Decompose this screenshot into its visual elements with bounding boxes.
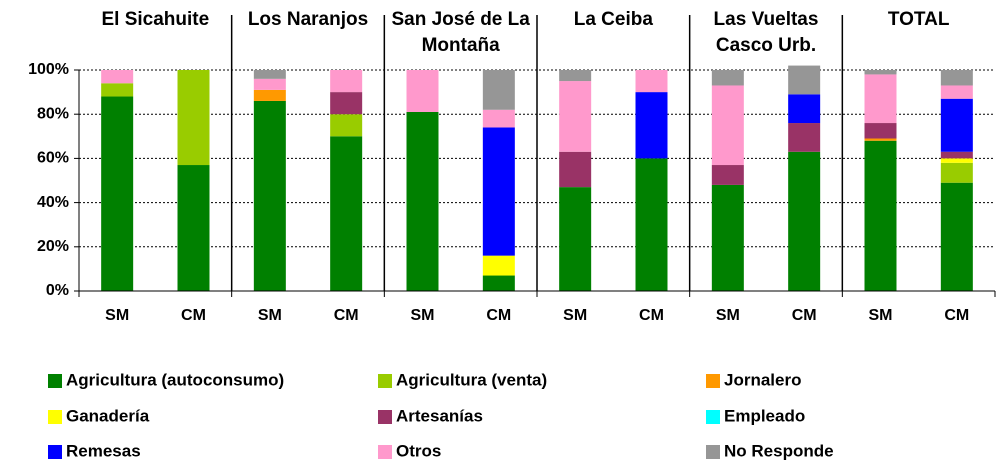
x-tick-label: CM (181, 307, 206, 324)
bar-segment (711, 184, 744, 291)
bar-segment (253, 70, 286, 79)
bar-segment (482, 127, 515, 256)
x-tick-label: SM (258, 307, 282, 324)
bar-segment (864, 70, 897, 75)
bar-segment (940, 70, 973, 86)
bar-segment (406, 111, 439, 292)
legend-label: Agricultura (venta) (396, 370, 547, 389)
legend-label: Artesanías (396, 406, 483, 425)
bar-segment (788, 65, 821, 95)
bar-segment (406, 70, 439, 112)
bar-segment (940, 162, 973, 183)
y-tick-label: 40% (37, 194, 69, 211)
bar-segment (864, 74, 897, 124)
bar-segment (864, 123, 897, 139)
bar-segment (177, 165, 210, 291)
legend-swatch (706, 445, 720, 459)
bar-segment (788, 151, 821, 291)
bar-segment (482, 255, 515, 276)
bar-segment (253, 100, 286, 291)
legend-swatch (706, 410, 720, 424)
bar-segment (711, 70, 744, 86)
bar-segment (940, 98, 973, 152)
y-tick-label: 80% (37, 105, 69, 122)
bar-segment (711, 85, 744, 166)
bar-segment (940, 151, 973, 159)
x-tick-label: CM (486, 307, 511, 324)
bar-segment (330, 92, 363, 115)
legend-label: Ganadería (66, 406, 150, 425)
bar-segment (559, 187, 592, 291)
bar-segment (482, 70, 515, 110)
bar-segment (788, 123, 821, 152)
bar-segment (940, 158, 973, 163)
bar-segment (940, 182, 973, 291)
legend-swatch (378, 374, 392, 388)
bar-segment (482, 109, 515, 128)
x-tick-label: SM (411, 307, 435, 324)
x-tick-label: SM (563, 307, 587, 324)
bar-segment (330, 136, 363, 291)
bar-segment (940, 85, 973, 99)
x-tick-label: CM (334, 307, 359, 324)
x-tick-label: CM (792, 307, 817, 324)
legend-label: No Responde (724, 441, 834, 460)
bar-segment (559, 151, 592, 188)
bar-segment (635, 158, 668, 291)
bar-segment (330, 70, 363, 93)
bar-segment (330, 114, 363, 137)
x-tick-label: SM (716, 307, 740, 324)
group-title: El Sicahuite (101, 9, 209, 30)
bar-segment (788, 94, 821, 124)
legend-swatch (378, 410, 392, 424)
legend-label: Jornalero (724, 370, 801, 389)
bar-segment (177, 70, 210, 166)
group-title: San José de La Montaña (391, 9, 530, 56)
bar-segment (482, 275, 515, 291)
y-tick-label: 0% (46, 282, 69, 299)
legend-swatch (48, 410, 62, 424)
legend-label: Agricultura (autoconsumo) (66, 370, 284, 389)
bar-segment (101, 96, 134, 292)
legend-label: Remesas (66, 441, 141, 460)
bar-segment (101, 83, 134, 97)
bar-segment (559, 70, 592, 82)
y-tick-label: 60% (37, 150, 69, 167)
legend-swatch (48, 445, 62, 459)
bar-segment (864, 140, 897, 291)
legend-label: Otros (396, 441, 441, 460)
group-title: Las Vueltas Casco Urb. (714, 9, 819, 56)
group-title: Los Naranjos (248, 9, 368, 30)
bar-segment (635, 92, 668, 159)
y-tick-label: 100% (28, 61, 69, 78)
y-tick-label: 20% (37, 238, 69, 255)
legend-swatch (378, 445, 392, 459)
bar-segment (711, 165, 744, 185)
x-tick-label: CM (944, 307, 969, 324)
x-tick-label: SM (105, 307, 129, 324)
bar-segment (101, 70, 134, 84)
bar-segment (635, 70, 668, 93)
group-title: TOTAL (888, 9, 950, 30)
legend-swatch (48, 374, 62, 388)
bar-segment (864, 138, 897, 141)
bar-segment (559, 81, 592, 152)
x-tick-label: SM (869, 307, 893, 324)
bar-segment (253, 78, 286, 90)
x-tick-label: CM (639, 307, 664, 324)
legend-label: Empleado (724, 406, 805, 425)
legend-swatch (706, 374, 720, 388)
bar-segment (253, 89, 286, 101)
group-title: La Ceiba (574, 9, 654, 30)
